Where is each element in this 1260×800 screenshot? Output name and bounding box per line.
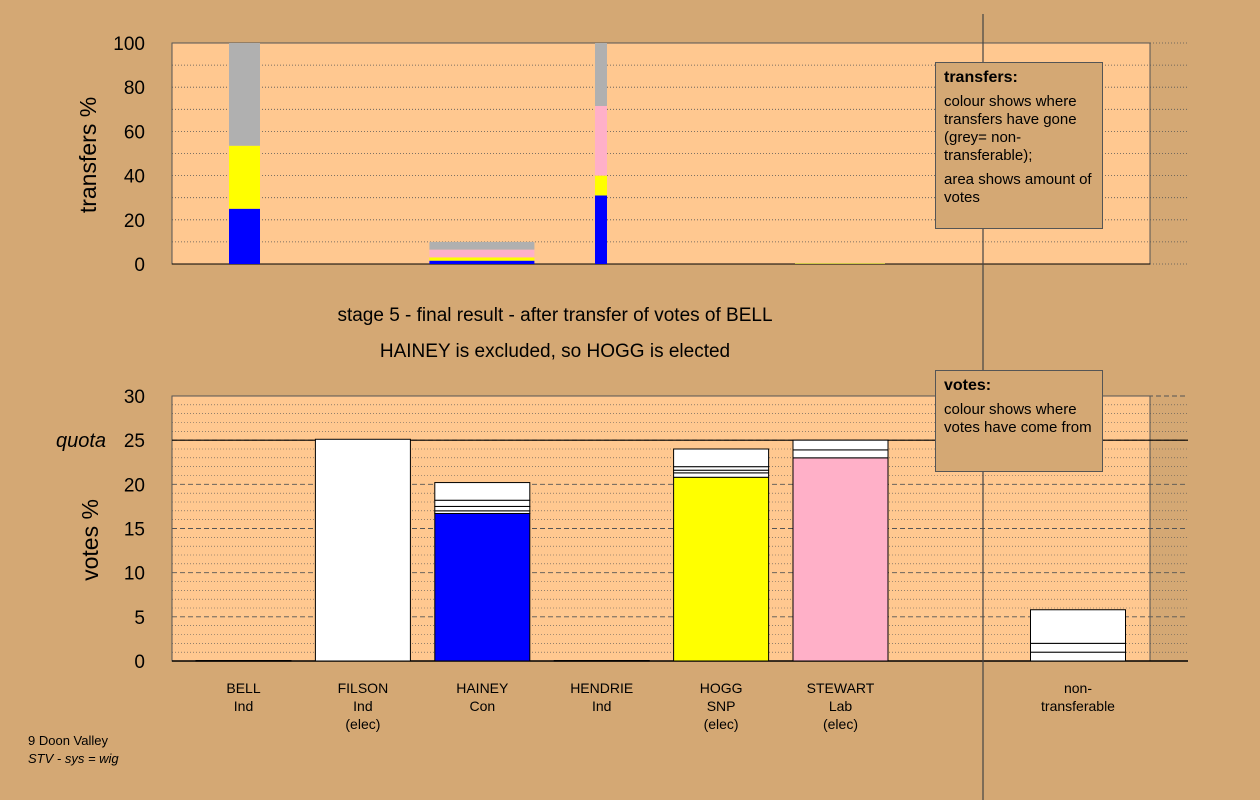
candidate-label: HENDRIE [570, 680, 633, 696]
transfers-y-tick-label: 60 [124, 122, 145, 143]
votes-y-tick-label: 0 [134, 652, 145, 673]
transfers-legend: transfers: colour shows where transfers … [935, 62, 1103, 229]
transfers-bar-segment [429, 241, 535, 250]
votes-bar-segment [792, 439, 889, 451]
votes-bar-segment [673, 476, 770, 662]
transfers-bar-segment [229, 145, 260, 209]
votes-y-axis-label: votes % [77, 499, 103, 581]
votes-bar-segment [673, 448, 770, 468]
candidate-label: Ind [592, 698, 611, 714]
candidate-label: Lab [829, 698, 853, 714]
votes-bar-segment [434, 505, 531, 512]
candidate-label: HOGG [700, 680, 743, 696]
votes-bar-segment [553, 660, 650, 662]
transfers-y-tick-label: 20 [124, 211, 145, 232]
votes-y-tick-label: 25 [124, 431, 145, 452]
transfers-legend-colour-text: colour shows where transfers have gone (… [944, 93, 1077, 164]
votes-legend-title: votes: [944, 377, 992, 394]
transfers-bar-segment [795, 263, 885, 264]
votes-bar-segment [1030, 642, 1126, 653]
votes-bar-segment [673, 472, 770, 478]
footnote-ward: 9 Doon Valley [28, 733, 108, 748]
transfers-legend-area-text: area shows amount of votes [944, 171, 1092, 206]
stage-title-line1: stage 5 - final result - after transfer … [337, 305, 773, 326]
transfers-y-axis-label: transfers % [75, 97, 101, 213]
stage-title-line2: HAINEY is excluded, so HOGG is elected [379, 341, 731, 362]
transfers-bar-segment [595, 195, 607, 264]
votes-bar-segment [1030, 609, 1126, 644]
quota-label: quota [56, 430, 106, 452]
transfers-bar-segment [595, 105, 607, 176]
votes-y-tick-label: 15 [124, 520, 145, 541]
transfers-legend-title: transfers: [944, 69, 1018, 86]
transfers-bar-segment [429, 257, 535, 261]
transfers-bar-segment [595, 175, 607, 196]
candidate-label: Ind [353, 698, 372, 714]
non-transferable-label: non- [1064, 680, 1092, 696]
transfers-bar-segment [429, 260, 535, 264]
transfers-bar-segment [229, 208, 260, 264]
votes-bar-segment [434, 499, 531, 507]
candidate-label: Con [469, 698, 495, 714]
transfers-bar-segment [229, 43, 260, 146]
votes-legend-colour-text: colour shows where votes have come from [944, 401, 1092, 436]
votes-bar-segment [314, 438, 411, 662]
transfers-y-tick-label: 100 [113, 34, 145, 55]
votes-y-tick-label: 30 [124, 387, 145, 408]
transfers-y-tick-label: 40 [124, 167, 145, 188]
votes-bar-segment [673, 466, 770, 471]
candidate-label: (elec) [704, 716, 739, 732]
votes-legend: votes: colour shows where votes have com… [935, 370, 1103, 472]
votes-bar-segment [1030, 651, 1126, 662]
transfers-bar-segment [429, 249, 535, 258]
footnote-system: STV - sys = wig [28, 751, 119, 766]
votes-bar-segment [792, 449, 889, 459]
votes-bar-segment [792, 457, 889, 662]
votes-y-tick-label: 10 [124, 564, 145, 585]
candidate-label: (elec) [823, 716, 858, 732]
candidate-label: (elec) [345, 716, 380, 732]
transfers-y-tick-label: 80 [124, 78, 145, 99]
votes-bar-segment [195, 660, 292, 662]
candidate-label: Ind [234, 698, 253, 714]
candidate-label: FILSON [338, 680, 389, 696]
votes-bar-segment [434, 482, 531, 501]
non-transferable-label: transferable [1041, 698, 1115, 714]
candidate-label: HAINEY [456, 680, 509, 696]
transfers-y-tick-label: 0 [134, 255, 145, 276]
candidate-label: SNP [707, 698, 736, 714]
votes-y-tick-label: 5 [134, 608, 145, 629]
candidate-label: BELL [226, 680, 260, 696]
votes-y-tick-label: 20 [124, 475, 145, 496]
transfers-bar-segment [595, 43, 607, 106]
candidate-label: STEWART [807, 680, 875, 696]
votes-bar-segment [434, 512, 531, 662]
